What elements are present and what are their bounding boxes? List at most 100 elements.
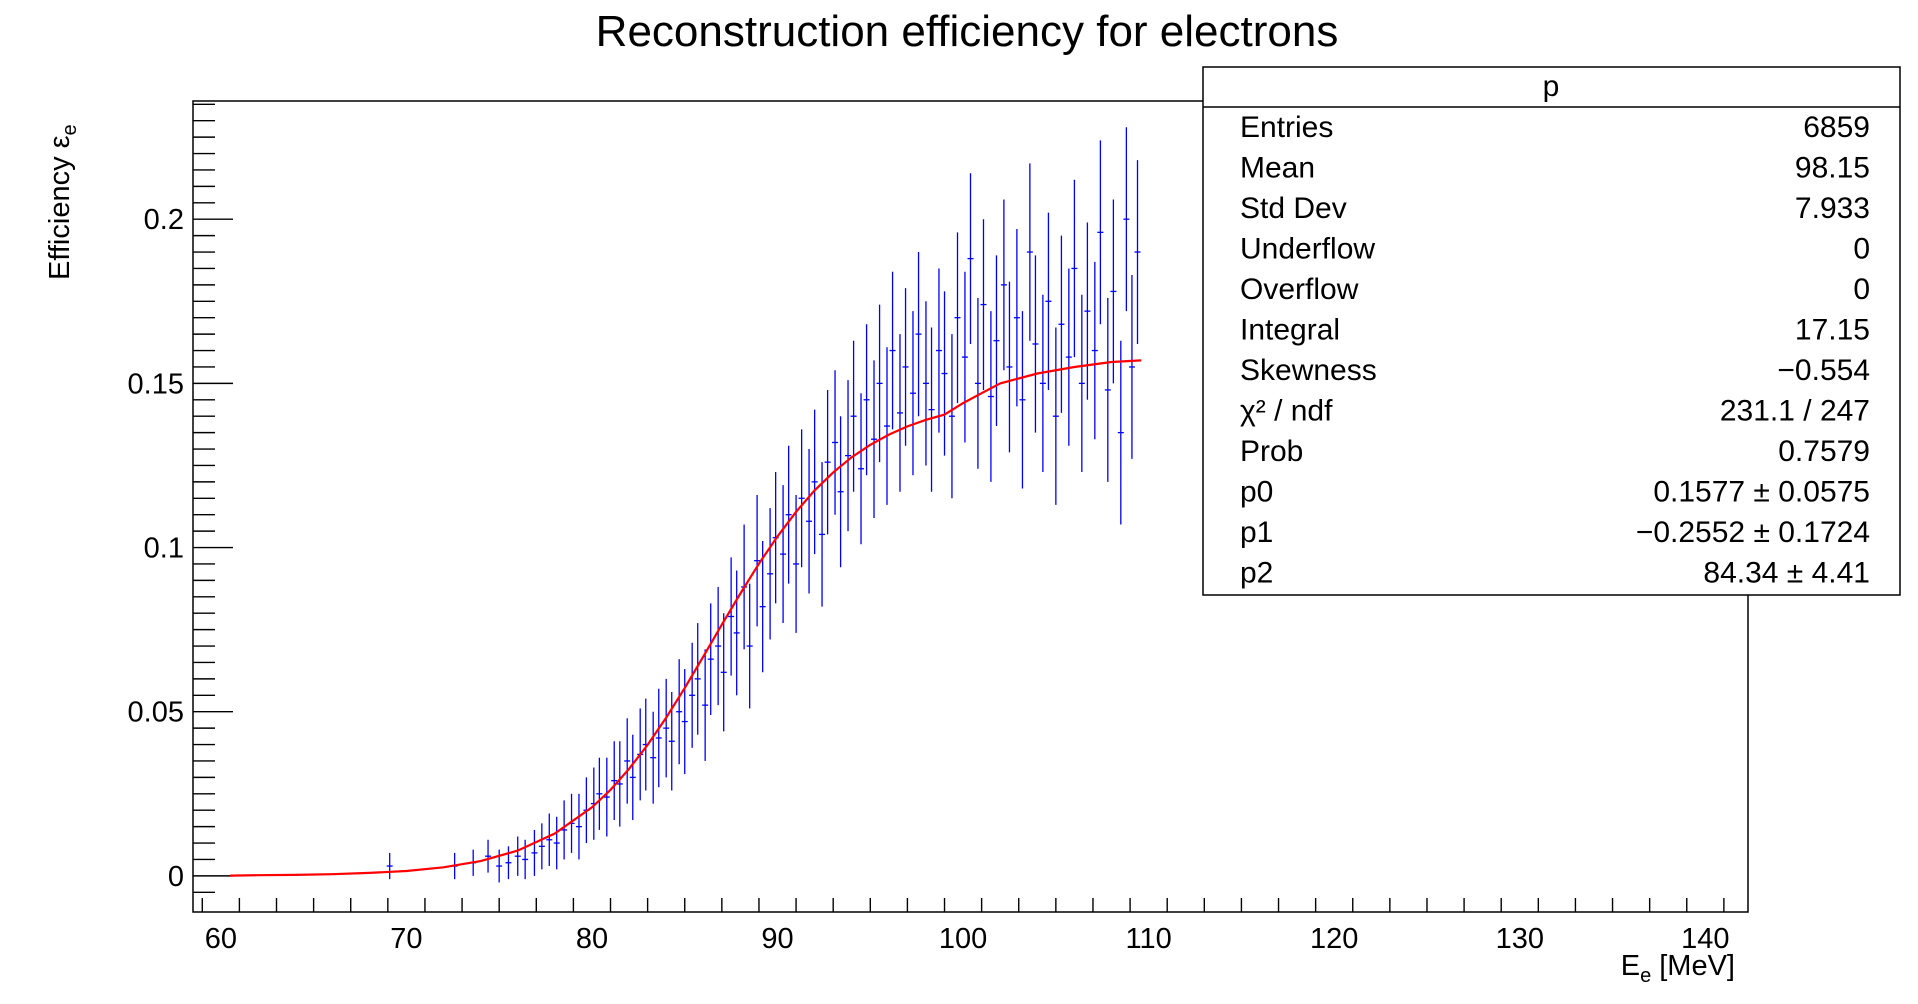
data-point <box>746 583 753 709</box>
data-point <box>1071 179 1078 358</box>
data-point <box>553 816 560 870</box>
data-point <box>896 334 903 492</box>
x-tick-label: 120 <box>1310 923 1358 955</box>
x-tick-label: 140 <box>1681 923 1729 955</box>
y-axis-label-main: Efficiency ε <box>44 135 76 280</box>
x-axis-label-units: [MeV] <box>1651 950 1735 982</box>
x-axis-label: Ee [MeV] <box>1621 950 1735 987</box>
data-point <box>1006 281 1013 453</box>
stats-row-label: p2 <box>1240 557 1273 590</box>
data-point <box>1045 212 1052 390</box>
data-point <box>928 327 935 492</box>
stats-rows: Entries 6859 Mean 98.15 Std Dev 7.933 Underflo… <box>1240 111 1870 590</box>
data-point <box>531 829 538 876</box>
y-tick-label: 0.2 <box>144 204 184 236</box>
data-point <box>1078 294 1085 473</box>
data-point <box>1104 298 1111 482</box>
data-point <box>858 393 865 545</box>
x-axis-label-main: E <box>1621 950 1640 982</box>
stats-row-value: −0.554 <box>1777 354 1870 387</box>
data-point <box>1013 229 1020 407</box>
data-point <box>689 642 696 748</box>
data-point <box>876 304 883 463</box>
data-point <box>546 813 553 867</box>
data-point <box>941 291 948 456</box>
data-point <box>1123 127 1130 312</box>
y-tick-label: 0.05 <box>128 697 184 729</box>
x-tick-label: 70 <box>390 923 422 955</box>
stats-box-title: p <box>1543 70 1560 103</box>
stats-box: p Entries 6859 Mean 98.15 Std Dev 7.933 Underf… <box>1202 66 1901 596</box>
data-point <box>611 741 618 821</box>
stats-row-label: p0 <box>1240 476 1273 509</box>
stats-row-value: 0 <box>1853 233 1870 266</box>
data-point <box>1039 294 1046 473</box>
stats-row-value: 6859 <box>1803 111 1870 144</box>
data-point <box>596 757 603 830</box>
stats-row-value: 98.15 <box>1795 152 1870 185</box>
stats-row: p2 84.34 ± 4.41 <box>1240 557 1870 590</box>
x-tick-label: 80 <box>576 923 608 955</box>
stats-row-label: Prob <box>1240 435 1303 468</box>
data-point <box>819 462 826 607</box>
data-point <box>1026 163 1033 341</box>
data-point <box>863 324 870 476</box>
data-point <box>837 416 844 568</box>
data-point <box>702 649 709 761</box>
data-point <box>1052 327 1059 505</box>
data-point <box>1058 235 1065 413</box>
y-axis-label: Efficiency εe <box>44 124 81 280</box>
data-point <box>948 334 955 499</box>
stats-row-value: 0 <box>1853 273 1870 306</box>
stats-row-label: Entries <box>1240 111 1333 144</box>
data-point <box>561 800 568 860</box>
data-point <box>974 298 981 469</box>
data-point <box>824 389 831 535</box>
stats-row-value: 7.933 <box>1795 192 1870 225</box>
data-point <box>575 793 582 860</box>
data-point <box>993 255 1000 427</box>
data-point <box>980 219 987 390</box>
stats-row: Integral 17.15 <box>1240 314 1870 347</box>
data-point <box>1065 268 1072 446</box>
data-point <box>954 232 961 404</box>
data-point <box>733 570 740 696</box>
data-point <box>1091 261 1098 440</box>
data-point <box>505 846 512 880</box>
data-point <box>922 301 929 466</box>
data-point <box>793 495 800 633</box>
stats-row-label: Underflow <box>1240 233 1375 266</box>
y-tick-label: 0.1 <box>144 533 184 565</box>
data-point <box>720 613 727 732</box>
stats-row: Prob 0.7579 <box>1240 435 1870 468</box>
data-point <box>1000 199 1007 371</box>
stats-row-label: Integral <box>1240 314 1340 347</box>
data-point <box>811 409 818 555</box>
x-tick-label: 100 <box>939 923 987 955</box>
y-ticks: 0 0.05 0.1 0.15 0.2 <box>128 103 233 893</box>
data-point <box>676 659 683 765</box>
data-point <box>1084 222 1091 400</box>
data-point <box>1117 340 1124 525</box>
data-point <box>806 449 813 594</box>
chart-title: Reconstruction efficiency for electrons <box>596 7 1339 56</box>
x-tick-label: 130 <box>1496 923 1544 955</box>
data-point <box>616 741 623 827</box>
fit-line <box>230 359 1142 877</box>
stats-row-value: −0.2552 ± 0.1724 <box>1636 516 1870 549</box>
data-point <box>485 839 492 873</box>
stats-box-frame <box>1202 66 1901 596</box>
data-point <box>650 711 657 804</box>
data-point <box>845 380 852 532</box>
stats-row-value: 17.15 <box>1795 314 1870 347</box>
data-point <box>785 445 792 584</box>
data-point <box>935 268 942 433</box>
data-point <box>967 173 974 344</box>
data-point <box>909 311 916 476</box>
data-point <box>987 311 994 482</box>
stats-row-value: 231.1 / 247 <box>1720 395 1870 428</box>
y-tick-label: 0 <box>168 861 184 893</box>
stats-row-label: χ² / ndf <box>1240 395 1333 428</box>
data-point <box>1128 275 1135 459</box>
data-point <box>1019 311 1026 489</box>
